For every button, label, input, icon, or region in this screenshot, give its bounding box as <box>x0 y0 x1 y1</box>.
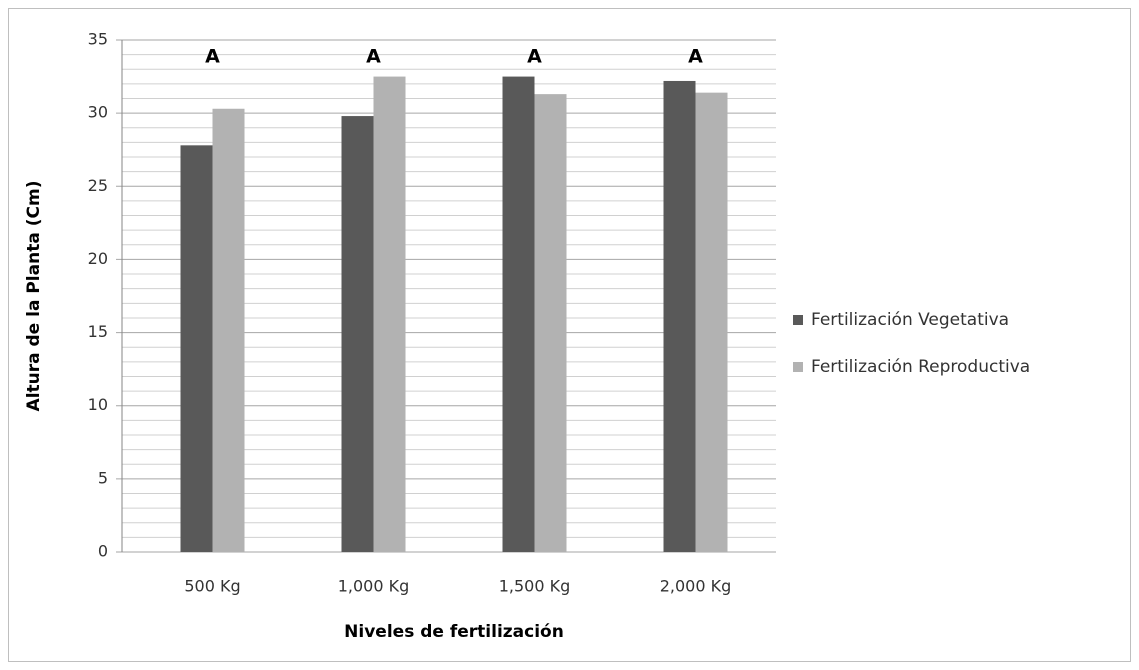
x-tick-label: 2,000 Kg <box>660 577 732 596</box>
legend-marker <box>793 315 803 325</box>
legend-label: Fertilización Reproductiva <box>811 357 1030 377</box>
x-axis-label: Niveles de fertilización <box>344 622 564 642</box>
annotation: A <box>527 46 542 68</box>
bar <box>695 92 728 553</box>
x-tick-label: 1,000 Kg <box>338 577 410 596</box>
bar <box>373 76 406 553</box>
y-tick-label: 0 <box>98 542 108 561</box>
y-tick-label: 25 <box>88 176 108 195</box>
x-tick-label: 1,500 Kg <box>499 577 571 596</box>
legend-label: Fertilización Vegetativa <box>811 310 1009 330</box>
y-tick-label: 35 <box>88 30 108 49</box>
annotation: A <box>688 46 703 68</box>
y-tick-label: 5 <box>98 468 108 487</box>
bar <box>180 145 213 552</box>
y-tick-label: 15 <box>88 322 108 341</box>
annotation: A <box>366 46 381 68</box>
bar <box>341 116 374 552</box>
bar <box>534 94 567 552</box>
bar <box>663 80 696 553</box>
x-tick-label: 500 Kg <box>184 577 240 596</box>
bar <box>502 76 535 553</box>
y-tick-label: 30 <box>88 103 108 122</box>
y-tick-label: 10 <box>88 395 108 414</box>
legend-marker <box>793 362 803 372</box>
y-tick-label: 20 <box>88 249 108 268</box>
annotation: A <box>205 46 220 68</box>
y-axis-label: Altura de la Planta (Cm) <box>24 181 44 412</box>
chart-border <box>8 8 1131 662</box>
bar <box>212 108 245 553</box>
